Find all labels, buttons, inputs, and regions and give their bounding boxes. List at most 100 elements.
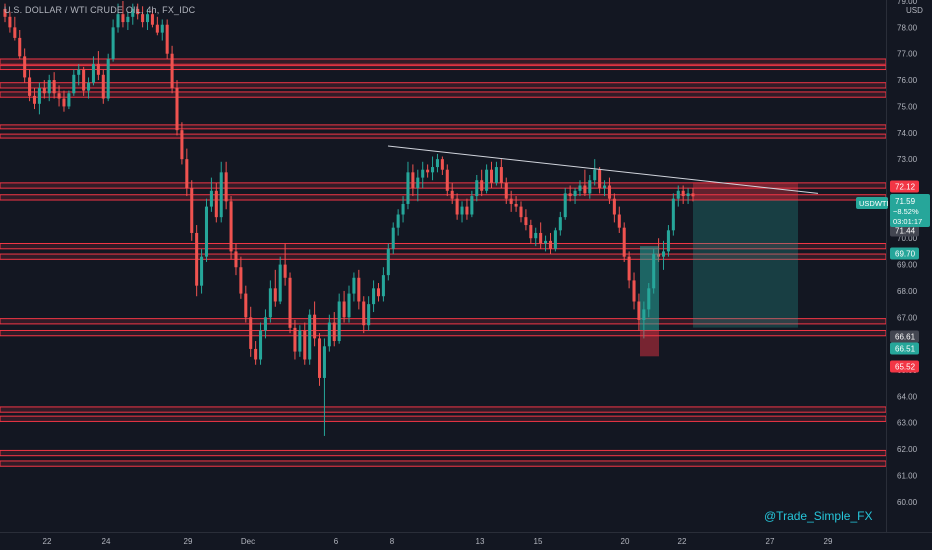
candle-body [263, 317, 267, 331]
candle [82, 66, 86, 96]
candle [539, 222, 543, 249]
candle [460, 201, 464, 223]
zone-band [0, 58, 887, 65]
candle-body [337, 301, 341, 342]
price-axis-tick: 68.00 [897, 287, 918, 296]
candle-body [386, 248, 390, 276]
time-axis-tick: 13 [476, 537, 485, 546]
candle-body [617, 214, 621, 228]
candle [480, 169, 484, 197]
candle [249, 306, 253, 357]
candle [666, 225, 670, 257]
candle [342, 290, 346, 323]
candle-body [583, 185, 587, 194]
candle [548, 232, 553, 255]
candle [598, 167, 602, 194]
symbol-tag-box [856, 197, 888, 209]
short-position-target-zone [693, 200, 798, 328]
candle [224, 161, 228, 210]
candle [607, 177, 611, 204]
candle [637, 293, 641, 331]
candle [268, 280, 272, 323]
candle [317, 333, 322, 386]
time-axis-tick: 29 [184, 537, 193, 546]
candle-body [239, 267, 243, 294]
candle [583, 169, 587, 197]
candle-body [367, 304, 371, 326]
candle-body [229, 201, 233, 252]
candle [293, 319, 297, 360]
candle-body [82, 69, 86, 91]
time-axis-tick: 22 [678, 537, 687, 546]
candle [52, 72, 56, 99]
candle [337, 293, 341, 344]
candle-body [627, 256, 631, 281]
candle-body [145, 14, 150, 23]
candle-body [475, 180, 479, 197]
time-axis-tick: 6 [334, 537, 339, 546]
candle-body [234, 251, 238, 268]
candle [18, 29, 22, 59]
price-axis-unit: USD [906, 6, 923, 15]
long-position-stop [640, 330, 659, 357]
candle [200, 248, 204, 294]
price-axis-tick: 79.00 [897, 0, 918, 6]
candle-body [519, 206, 523, 218]
last-price-box [890, 194, 930, 227]
candle [494, 161, 498, 186]
candle [67, 90, 71, 110]
price-label-box [890, 180, 919, 193]
candle [563, 188, 567, 220]
candle-body [150, 14, 154, 25]
candle-body [435, 159, 439, 168]
candle [593, 159, 597, 186]
candle [381, 267, 385, 302]
candle-body [499, 167, 503, 183]
candle-body [136, 8, 140, 15]
candle [150, 8, 154, 28]
zone-band [0, 91, 887, 98]
candle [91, 56, 95, 86]
zone-band [0, 415, 887, 422]
zone-band [0, 449, 887, 457]
candle-body [421, 169, 425, 178]
candle [283, 243, 287, 286]
price-label: 72.12 [890, 180, 919, 193]
candle-body [204, 206, 209, 257]
time-axis-tick: 29 [824, 537, 833, 546]
price-label: 66.51 [890, 342, 919, 355]
candle-body [450, 190, 454, 199]
candle [180, 122, 184, 165]
price-label: 66.61 [890, 330, 919, 343]
candle [406, 161, 410, 210]
price-axis-tick: 73.00 [897, 155, 918, 164]
candle-body [313, 314, 317, 339]
candle-body [327, 322, 331, 347]
price-axis-tick: 78.00 [897, 23, 918, 32]
candle [367, 296, 371, 331]
candle-body [603, 185, 607, 189]
candle [603, 180, 607, 197]
last-price-value: 71.59 [895, 197, 916, 206]
candle [440, 156, 444, 175]
last-price-change: −8.52% [893, 207, 919, 216]
price-label-box [890, 247, 919, 260]
candle-body [598, 169, 602, 189]
candle [327, 314, 331, 352]
candle [489, 161, 494, 189]
candle [111, 19, 115, 62]
candle-body [67, 93, 71, 107]
candle [617, 206, 621, 233]
price-axis-tick: 69.00 [897, 261, 918, 270]
candle-body [18, 37, 22, 57]
candle-body [607, 185, 611, 199]
price-axis-tick: 67.00 [897, 313, 918, 322]
candle-body [224, 172, 228, 202]
candle-body [322, 346, 326, 378]
candle [62, 90, 66, 112]
candle [455, 193, 459, 220]
candle [544, 235, 548, 252]
candle [431, 156, 435, 181]
candle-body [57, 93, 61, 99]
